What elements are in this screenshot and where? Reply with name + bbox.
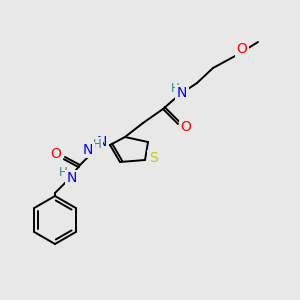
Text: N: N <box>177 86 187 100</box>
Text: O: O <box>181 120 191 134</box>
Text: H: H <box>171 82 179 94</box>
Text: O: O <box>237 42 248 56</box>
Text: N: N <box>83 143 93 157</box>
Text: S: S <box>148 151 158 165</box>
Text: O: O <box>51 147 62 161</box>
Text: H: H <box>93 139 101 152</box>
Text: N: N <box>67 171 77 185</box>
Text: H: H <box>58 167 68 179</box>
Text: N: N <box>97 135 107 149</box>
